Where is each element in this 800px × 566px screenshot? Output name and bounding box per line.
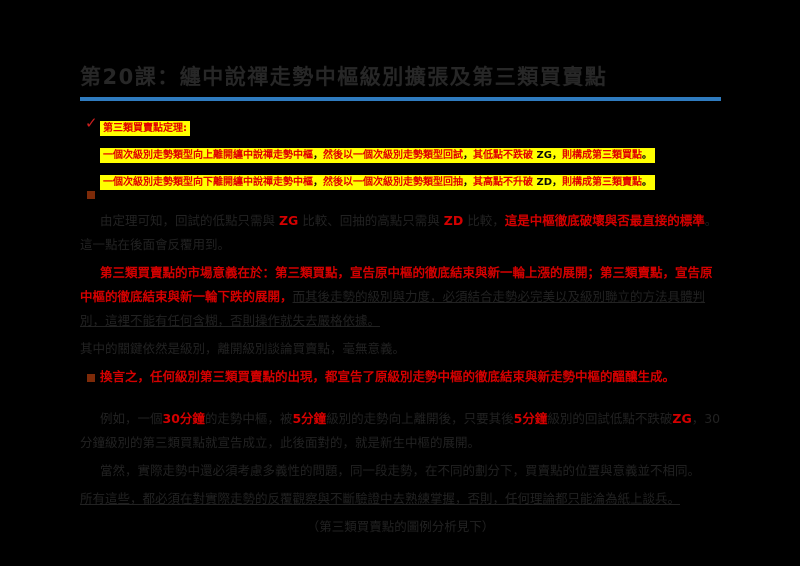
- paragraph: 其中的關鍵依然是級別，離開級別談論買賣點，毫無意義。: [80, 337, 721, 361]
- text-run: 其中的關鍵依然是級別，離開級別談論買賣點，毫無意義。: [80, 341, 406, 356]
- text-run: ZD: [536, 177, 553, 188]
- section-example: 例如，一個30分鐘的走勢中樞，被5分鐘級別的走勢向上離開後，只要其後5分鐘級別的…: [80, 407, 721, 539]
- text-run: 級別的回試低點不跌破: [547, 411, 673, 426]
- title-divider: [80, 97, 721, 101]
- paragraph: 由定理可知，回試的低點只需與 ZG 比較、回抽的高點只需與 ZD 比較，這是中樞…: [80, 209, 721, 257]
- text-run: ，: [313, 177, 323, 188]
- slide: 第20課：纏中說禪走勢中樞級別擴張及第三類買賣點 ✓ 第三類買賣點定理: 一個次…: [80, 64, 721, 539]
- text-run: ，: [463, 150, 473, 161]
- text-run: 其低點不跌破: [473, 150, 537, 161]
- square-bullet-icon: [87, 191, 95, 199]
- text-run: 比較、回抽的高點只需與: [298, 213, 444, 228]
- text-run: 而其後走勢的級別與力度，必須結合走勢必完美以及級別聯立的方法具體判別，這裡不能有…: [80, 289, 706, 328]
- text-run: 其高點不升破: [473, 177, 537, 188]
- text-run: ZG: [536, 150, 552, 161]
- text-run: 則構成第三類買點: [561, 150, 642, 161]
- paragraph: 當然，實際走勢中還必須考慮多義性的問題，同一段走勢，在不同的劃分下，買賣點的位置…: [80, 459, 721, 483]
- text-run: ，: [552, 177, 563, 188]
- text-run: ZD: [443, 213, 464, 228]
- text-run: 一個次級別走勢類型向下離開纏中說禪走勢中樞: [103, 177, 313, 188]
- theorem-heading-label: 第三類買賣點定理:: [103, 123, 187, 134]
- text-run: 換言之，任何級別第三類買賣點的出現，都宣告了原級別走勢中樞的徹底結束與新走勢中樞…: [100, 369, 676, 384]
- check-icon: ✓: [85, 114, 98, 132]
- text-run: ，: [463, 177, 473, 188]
- text-run: 級別的走勢向上離開後，只要其後: [326, 411, 514, 426]
- text-run: 一個次級別走勢類型向上離開纏中說禪走勢中樞: [103, 150, 313, 161]
- theorem-block: 第三類買賣點定理: 一個次級別走勢類型向上離開纏中說禪走勢中樞，然後以一個次級別…: [80, 118, 721, 191]
- paragraph: 換言之，任何級別第三類買賣點的出現，都宣告了原級別走勢中樞的徹底結束與新走勢中樞…: [80, 365, 721, 389]
- text-run: 然後以一個次級別走勢類型回試: [323, 150, 463, 161]
- theorem-line-buy: 一個次級別走勢類型向上離開纏中說禪走勢中樞，然後以一個次級別走勢類型回試，其低點…: [100, 145, 721, 164]
- text-run: 。: [642, 177, 653, 188]
- text-run: 這是中樞徹底破壞與否最直接的標準: [504, 213, 705, 228]
- theorem-heading: 第三類買賣點定理:: [100, 118, 721, 137]
- text-run: 由定理可知，回試的低點只需與: [100, 213, 279, 228]
- caption: （第三類買賣點的圖例分析見下）: [306, 519, 495, 534]
- paragraph: 所有這些，都必須在對實際走勢的反覆觀察與不斷驗證中去熟練掌握，否則，任何理論都只…: [80, 487, 721, 511]
- text-run: 則構成第三類賣點: [562, 177, 643, 188]
- section-discussion: 由定理可知，回試的低點只需與 ZG 比較、回抽的高點只需與 ZD 比較，這是中樞…: [80, 209, 721, 389]
- paragraph: 第三類買賣點的市場意義在於：第三類買點，宣告原中樞的徹底結束與新一輪上漲的展開；…: [80, 261, 721, 333]
- text-run: 5分鐘: [513, 411, 548, 426]
- text-run: 例如，一個: [100, 411, 163, 426]
- text-run: 。這一點在後面會反覆用到。: [80, 213, 718, 252]
- page-title: 第20課：纏中說禪走勢中樞級別擴張及第三類買賣點: [80, 65, 608, 89]
- paragraph: 例如，一個30分鐘的走勢中樞，被5分鐘級別的走勢向上離開後，只要其後5分鐘級別的…: [80, 407, 721, 455]
- text-run: ，: [313, 150, 323, 161]
- text-run: ，30分鐘級別的第三類買點就宣告成立，此後面對的，就是新生中樞的展開。: [80, 411, 721, 450]
- text-run: ZG: [672, 411, 692, 426]
- text-run: 。: [641, 150, 652, 161]
- text-run: 30分鐘: [162, 411, 205, 426]
- text-run: ZG: [278, 213, 299, 228]
- square-bullet-icon: [87, 374, 95, 382]
- text-run: 第三類買賣點的市場意義在於：第三類買點，宣告原中樞的徹底結束與新一輪上漲的展開；…: [80, 265, 713, 304]
- text-run: 所有這些，都必須在對實際走勢的反覆觀察與不斷驗證中去熟練掌握，否則，任何理論都只…: [80, 491, 681, 506]
- text-run: 比較，: [463, 213, 505, 228]
- theorem-line-sell: 一個次級別走勢類型向下離開纏中說禪走勢中樞，然後以一個次級別走勢類型回抽，其高點…: [100, 172, 721, 191]
- text-run: 然後以一個次級別走勢類型回抽: [323, 177, 463, 188]
- text-run: 的走勢中樞，被: [204, 411, 293, 426]
- text-run: 當然，實際走勢中還必須考慮多義性的問題，同一段走勢，在不同的劃分下，買賣點的位置…: [100, 463, 701, 478]
- text-run: 5分鐘: [292, 411, 327, 426]
- text-run: ，: [551, 150, 562, 161]
